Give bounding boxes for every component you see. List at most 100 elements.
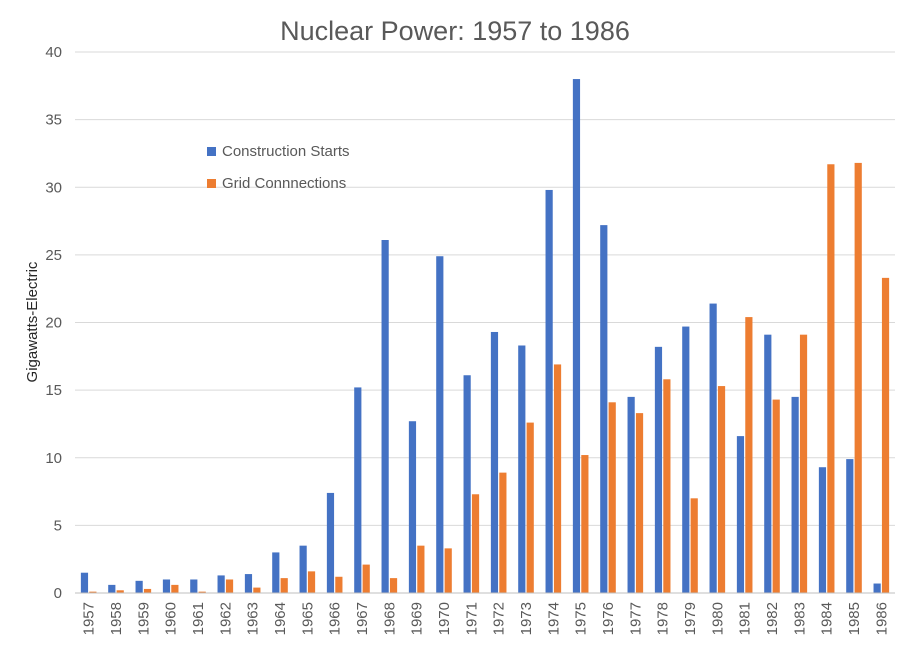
- bar-construction-starts: [190, 579, 198, 593]
- x-tick-label: 1977: [627, 602, 644, 635]
- bar-grid-connnections: [663, 379, 671, 593]
- bar-grid-connnections: [417, 545, 425, 593]
- bar-grid-connnections: [854, 162, 862, 593]
- bar-construction-starts: [354, 387, 362, 593]
- bar-grid-connnections: [116, 590, 124, 593]
- bar-construction-starts: [682, 326, 690, 593]
- bar-grid-connnections: [745, 317, 753, 593]
- y-tick-label: 25: [45, 247, 62, 264]
- x-tick-label: 1970: [436, 602, 453, 635]
- x-tick-label: 1973: [518, 602, 535, 635]
- x-tick-label: 1968: [381, 602, 398, 635]
- bar-construction-starts: [791, 396, 799, 593]
- bar-grid-connnections: [389, 578, 398, 593]
- x-tick-label: 1963: [245, 602, 262, 635]
- bar-construction-starts: [764, 334, 772, 593]
- bar-construction-starts: [463, 375, 471, 593]
- y-tick-label: 10: [45, 450, 62, 467]
- legend-label: Grid Connnections: [222, 175, 346, 192]
- bar-construction-starts: [545, 189, 553, 593]
- y-axis-label: Gigawatts-Electric: [24, 261, 41, 382]
- bar-grid-connnections: [827, 164, 835, 593]
- legend-swatch: [207, 179, 216, 188]
- bar-construction-starts: [80, 572, 89, 593]
- bar-grid-connnections: [772, 399, 780, 593]
- y-tick-label: 35: [45, 112, 62, 129]
- x-tick-label: 1986: [873, 602, 890, 635]
- bar-grid-connnections: [499, 472, 507, 593]
- bar-grid-connnections: [307, 571, 316, 593]
- bar-construction-starts: [600, 225, 608, 593]
- x-tick-label: 1958: [108, 602, 125, 635]
- x-tick-label: 1981: [737, 602, 754, 635]
- gridlines: [75, 51, 895, 526]
- x-tick-label: 1980: [709, 602, 726, 635]
- bar-construction-starts: [408, 421, 417, 593]
- legend-swatch: [207, 147, 216, 156]
- x-tick-label: 1982: [764, 602, 781, 635]
- x-tick-label: 1979: [682, 602, 699, 635]
- bar-grid-connnections: [881, 277, 890, 593]
- y-tick-label: 20: [45, 315, 62, 332]
- y-tick-label: 30: [45, 179, 62, 196]
- bar-grid-connnections: [335, 576, 343, 593]
- legend: Construction Starts Grid Connnections: [207, 143, 350, 192]
- y-tick-label: 15: [45, 382, 62, 399]
- bar-grid-connnections: [717, 386, 726, 593]
- bar-construction-starts: [436, 256, 444, 593]
- bar-grid-connnections: [635, 413, 644, 593]
- x-tick-label: 1957: [81, 602, 98, 635]
- x-tick-label: 1966: [327, 602, 344, 635]
- bar-grid-connnections: [581, 455, 589, 593]
- x-tick-label: 1976: [600, 602, 617, 635]
- x-tick-label: 1969: [409, 602, 426, 635]
- bar-construction-starts: [381, 240, 389, 593]
- bar-construction-starts: [873, 583, 881, 593]
- x-tick-label: 1974: [545, 602, 562, 635]
- bar-construction-starts: [272, 552, 280, 593]
- bar-construction-starts: [572, 79, 581, 594]
- x-tick-label: 1964: [272, 602, 289, 635]
- bar-grid-connnections: [608, 402, 616, 593]
- bar-grid-connnections: [143, 588, 152, 593]
- x-tick-label: 1959: [135, 602, 152, 635]
- x-tick-labels: 1957 1958 1959 1960 1961 1962 1963 1964 1965 1966…: [81, 602, 891, 635]
- legend-label: Construction Starts: [222, 143, 350, 160]
- bar-grid-connnections: [799, 334, 808, 593]
- bar-construction-starts: [217, 575, 225, 593]
- x-tick-label: 1962: [217, 602, 234, 635]
- bar-construction-starts: [846, 459, 854, 593]
- bar-grid-connnections: [280, 578, 288, 593]
- bar-construction-starts: [627, 396, 635, 593]
- bar-construction-starts: [244, 574, 253, 593]
- bar-grid-connnections: [471, 494, 480, 593]
- x-tick-label: 1978: [655, 602, 672, 635]
- bar-construction-starts: [709, 303, 717, 593]
- x-tick-label: 1984: [819, 602, 836, 635]
- bars: [80, 79, 890, 594]
- x-tick-label: 1971: [463, 602, 480, 635]
- bar-grid-connnections: [198, 591, 206, 593]
- bar-grid-connnections: [362, 564, 370, 593]
- bar-grid-connnections: [553, 364, 562, 593]
- y-tick-label: 40: [45, 44, 62, 61]
- bar-construction-starts: [135, 580, 143, 593]
- bar-construction-starts: [108, 584, 116, 593]
- bar-construction-starts: [490, 331, 499, 593]
- bar-construction-starts: [162, 579, 171, 593]
- bar-grid-connnections: [171, 584, 179, 593]
- x-tick-label: 1972: [491, 602, 508, 635]
- x-tick-label: 1961: [190, 602, 207, 635]
- bar-grid-connnections: [526, 422, 534, 593]
- bar-grid-connnections: [89, 591, 97, 593]
- x-tick-label: 1965: [299, 602, 316, 635]
- bar-grid-connnections: [253, 587, 261, 593]
- bar-grid-connnections: [690, 498, 698, 593]
- x-tick-label: 1967: [354, 602, 371, 635]
- y-tick-label: 5: [54, 517, 62, 534]
- bar-construction-starts: [299, 545, 307, 593]
- bar-construction-starts: [518, 345, 526, 593]
- y-tick-label: 0: [54, 585, 62, 602]
